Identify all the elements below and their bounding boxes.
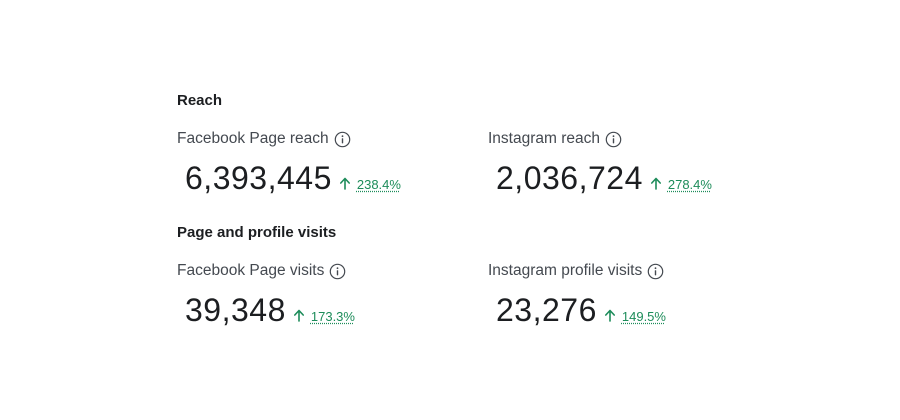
change-percent[interactable]: 173.3% [310, 309, 355, 324]
change-percent[interactable]: 278.4% [667, 177, 712, 192]
metric-label: Facebook Page visits [177, 262, 325, 279]
section-title-page-and-profile-visits: Page and profile visits [177, 224, 337, 241]
change-indicator: 173.3% [293, 308, 355, 324]
info-icon[interactable] [647, 263, 664, 280]
metric-facebook-page-visits: Facebook Page visits 39,348 173.3% [177, 261, 355, 328]
change-percent[interactable]: 238.4% [356, 177, 401, 192]
change-indicator: 238.4% [339, 176, 401, 192]
metric-label: Instagram reach [488, 130, 600, 147]
section-title-reach: Reach [177, 92, 223, 109]
metric-label: Instagram profile visits [488, 262, 643, 279]
metric-value-row: 2,036,724 278.4% [496, 160, 712, 196]
arrow-up-icon [650, 177, 661, 190]
metric-value: 39,348 [185, 292, 286, 328]
metric-value-row: 6,393,445 238.4% [185, 160, 401, 196]
info-icon[interactable] [329, 263, 346, 280]
info-icon[interactable] [605, 131, 622, 148]
metric-label-row: Facebook Page visits [177, 261, 355, 281]
metric-label: Facebook Page reach [177, 130, 329, 147]
metric-value-row: 23,276 149.5% [496, 292, 666, 328]
arrow-up-icon [293, 309, 304, 322]
metric-value: 23,276 [496, 292, 597, 328]
change-indicator: 278.4% [650, 176, 712, 192]
metric-label-row: Instagram reach [488, 129, 712, 149]
info-icon[interactable] [334, 131, 351, 148]
metric-instagram-reach: Instagram reach 2,036,724 278.4% [488, 129, 712, 196]
arrow-up-icon [604, 309, 615, 322]
change-indicator: 149.5% [604, 308, 666, 324]
metric-label-row: Instagram profile visits [488, 261, 666, 281]
metric-value: 6,393,445 [185, 160, 332, 196]
metric-facebook-page-reach: Facebook Page reach 6,393,445 238.4% [177, 129, 401, 196]
metric-value-row: 39,348 173.3% [185, 292, 355, 328]
metric-label-row: Facebook Page reach [177, 129, 401, 149]
metric-instagram-profile-visits: Instagram profile visits 23,276 149.5% [488, 261, 666, 328]
change-percent[interactable]: 149.5% [621, 309, 666, 324]
metric-value: 2,036,724 [496, 160, 643, 196]
arrow-up-icon [339, 177, 350, 190]
